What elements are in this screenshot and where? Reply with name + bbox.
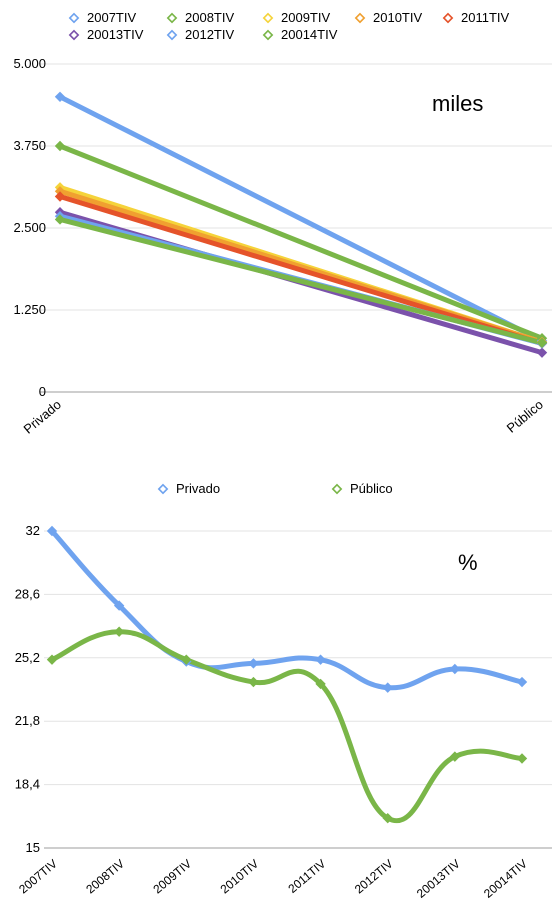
data-point bbox=[54, 91, 66, 102]
legend-label: 2012TIV bbox=[185, 27, 234, 42]
legend-label: Público bbox=[350, 481, 393, 496]
series-line bbox=[57, 194, 545, 346]
x-tick-label: 20013TIV bbox=[414, 857, 463, 899]
legend-marker bbox=[166, 12, 178, 24]
data-point bbox=[54, 214, 66, 225]
data-point bbox=[54, 140, 66, 152]
legend-label: 2009TIV bbox=[281, 10, 330, 25]
data-point bbox=[315, 678, 326, 690]
chart-bottom-percent: Privado Público 15 18,4 21,8 25,2 28,6 32 2007TI… bbox=[15, 481, 552, 899]
series-line bbox=[49, 528, 525, 691]
y-tick-label: 18,4 bbox=[15, 777, 40, 792]
y-tick-label: 28,6 bbox=[15, 586, 40, 601]
y-tick-label: 3.750 bbox=[13, 138, 46, 153]
y-tick-label: 15 bbox=[26, 840, 40, 855]
data-point bbox=[516, 753, 528, 764]
data-point bbox=[516, 676, 528, 688]
legend-marker bbox=[331, 483, 343, 495]
y-tick-label: 2.500 bbox=[13, 220, 46, 235]
data-point bbox=[46, 525, 58, 537]
data-point bbox=[113, 626, 125, 637]
legend-label: 2010TIV bbox=[373, 10, 422, 25]
legend-marker bbox=[354, 12, 366, 24]
chart-annotation: % bbox=[458, 550, 478, 575]
x-tick-label: 2009TIV bbox=[150, 857, 194, 897]
x-tick-label: 2012TIV bbox=[352, 857, 396, 897]
y-tick-label: 25,2 bbox=[15, 650, 40, 665]
x-tick-label: 2011TIV bbox=[285, 857, 328, 896]
legend-marker bbox=[68, 29, 80, 41]
y-tick-label: 32 bbox=[26, 523, 40, 538]
legend-marker bbox=[262, 29, 274, 41]
x-tick-label: Público bbox=[504, 397, 546, 436]
data-point bbox=[248, 658, 259, 669]
chart-top-miles: 2007TIV 2008TIV 2009TIV 2010TIV 2011TIV 20013… bbox=[13, 10, 552, 437]
data-point bbox=[54, 191, 66, 202]
data-point bbox=[54, 186, 66, 197]
series-line bbox=[49, 629, 525, 824]
legend-label: 2008TIV bbox=[185, 10, 234, 25]
data-point bbox=[382, 812, 393, 824]
y-tick-label: 5.000 bbox=[13, 56, 46, 71]
series-line bbox=[57, 94, 545, 344]
data-point bbox=[382, 682, 393, 693]
data-point bbox=[536, 347, 548, 358]
legend: 2007TIV 2008TIV 2009TIV 2010TIV 2011TIV 20013… bbox=[68, 10, 510, 42]
x-tick-label: 2007TIV bbox=[16, 857, 60, 897]
y-tick-label: 0 bbox=[39, 384, 46, 399]
legend-marker bbox=[442, 12, 454, 24]
data-point bbox=[449, 663, 461, 675]
legend-label: 2007TIV bbox=[87, 10, 136, 25]
data-point bbox=[449, 751, 461, 762]
y-tick-label: 21,8 bbox=[15, 713, 40, 728]
x-tick-label: Privado bbox=[21, 397, 64, 437]
data-point bbox=[248, 676, 259, 688]
series-line bbox=[57, 216, 545, 346]
y-tick-label: 1.250 bbox=[13, 302, 46, 317]
legend: Privado Público bbox=[157, 481, 393, 496]
legend-label: 20013TIV bbox=[87, 27, 144, 42]
legend-label: 2011TIV bbox=[461, 10, 510, 25]
legend-label: Privado bbox=[176, 481, 220, 496]
legend-marker bbox=[166, 29, 178, 41]
series-line bbox=[57, 143, 545, 341]
legend-label: 20014TIV bbox=[281, 27, 338, 42]
x-tick-label: 2008TIV bbox=[83, 857, 127, 897]
x-tick-label: 2010TIV bbox=[218, 857, 262, 897]
legend-marker bbox=[262, 12, 274, 24]
x-tick-label: 20014TIV bbox=[481, 857, 530, 899]
chart-annotation: miles bbox=[432, 91, 483, 116]
data-point bbox=[315, 654, 326, 665]
legend-marker bbox=[157, 483, 169, 495]
legend-marker bbox=[68, 12, 80, 24]
data-point bbox=[536, 337, 548, 348]
